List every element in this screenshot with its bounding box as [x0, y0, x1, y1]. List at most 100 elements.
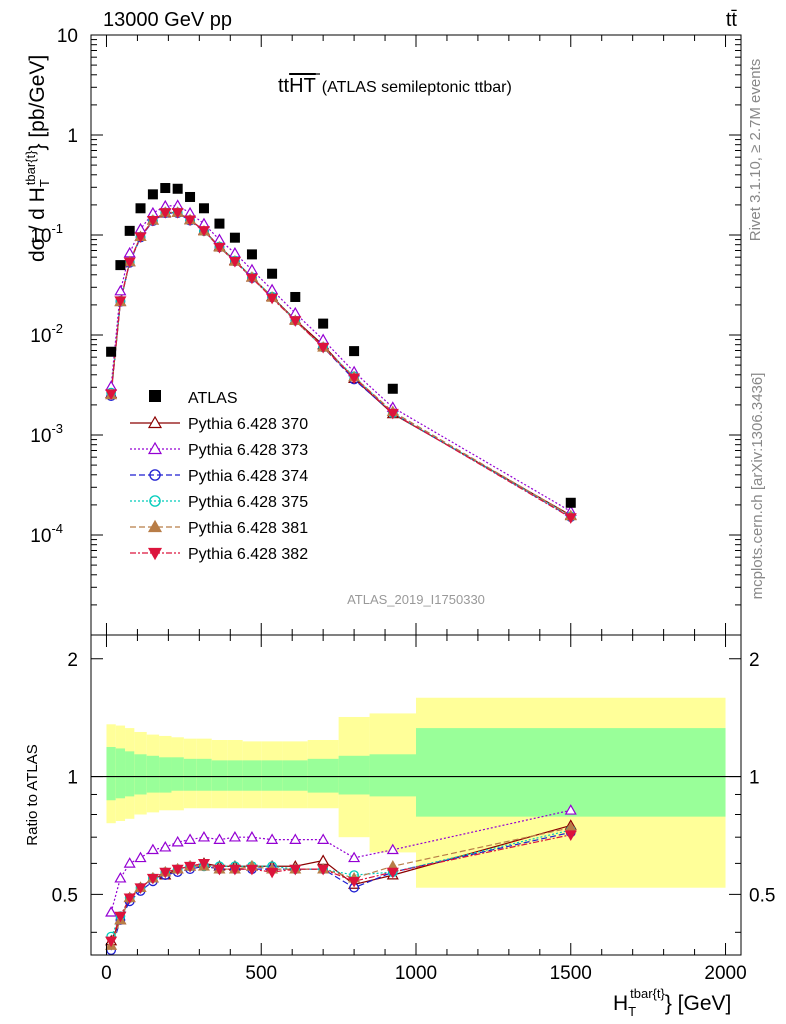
x-tick-label: 1500 [550, 963, 592, 984]
series-point-ratio [146, 873, 159, 885]
atlas-data-point [246, 249, 257, 260]
series-point-main [134, 232, 147, 243]
band-inner [125, 751, 135, 797]
band-inner [134, 754, 147, 795]
series-point-ratio [197, 859, 211, 870]
band-inner [261, 760, 283, 791]
series-point-main [245, 273, 258, 285]
band-inner [106, 747, 116, 801]
series-point-main [114, 296, 127, 307]
legend-label: Pythia 6.428 373 [188, 442, 308, 459]
series-point-main [386, 408, 399, 420]
series-point-ratio [184, 833, 197, 844]
ratio-uncertainty-bands [91, 697, 741, 888]
band-inner [369, 754, 416, 797]
series-line-main-1 [110, 204, 572, 512]
series-point-main [266, 293, 279, 305]
x-tick-label: 2000 [704, 963, 746, 984]
process-label: tt̄ [726, 9, 738, 31]
atlas-data-point [147, 189, 158, 200]
series-point-ratio [386, 867, 399, 879]
band-inner [307, 758, 339, 793]
ratio-y-axis-label: Ratio to ATLAS [24, 744, 41, 845]
band-inner [171, 757, 184, 791]
legend-label: Pythia 6.428 375 [188, 494, 308, 511]
series-point-ratio [564, 830, 577, 841]
series-point-ratio [114, 871, 127, 883]
legend-label: Pythia 6.428 370 [188, 416, 308, 433]
legend-marker [147, 519, 163, 533]
series-point-ratio [146, 843, 159, 855]
band-inner [242, 760, 262, 791]
band-inner [227, 760, 243, 791]
plot-title: ttHT (ATLAS semileptonic ttbar) [278, 75, 512, 97]
y-tick-label: 10 [57, 26, 78, 47]
atlas-data-point [214, 218, 225, 229]
y-tick-label: 10-4 [30, 521, 63, 547]
legend-label: Pythia 6.428 382 [188, 546, 308, 563]
data-markers [105, 183, 577, 956]
series-point-main [105, 389, 118, 400]
series-point-ratio [386, 843, 399, 855]
legend-marker [147, 415, 163, 429]
ratio-tick-label-right: 1 [749, 768, 760, 789]
ratio-tick-label-right: 2 [749, 650, 760, 671]
axis-ticks: 0 500 1000 1500 2000 10-4 10-3 10-2 10-1 1 10 0.5 0.… [30, 26, 775, 984]
series-point-main [114, 284, 127, 296]
series-point-ratio [105, 936, 118, 948]
band-inner [416, 728, 726, 817]
series-point-ratio [114, 911, 127, 923]
ratio-tick-label-right: 0.5 [749, 885, 775, 906]
legend-marker [149, 469, 161, 481]
mcplots-label: mcplots.cern.ch [arXiv:1306.3436] [749, 373, 766, 600]
series-point-main [159, 208, 172, 219]
y-tick-label: 10-1 [30, 221, 63, 247]
series-point-ratio [348, 851, 361, 863]
legend-label-atlas: ATLAS [188, 390, 238, 407]
series-point-ratio [134, 883, 147, 894]
atlas-data-point [172, 183, 183, 194]
band-inner [282, 760, 308, 791]
atlas-data-point [229, 232, 240, 243]
series-line-main-5 [110, 211, 572, 519]
series-point-ratio [171, 864, 184, 876]
band-inner [146, 755, 160, 793]
y-tick-label: 10-3 [30, 421, 63, 447]
legend-marker-atlas [149, 390, 161, 402]
series-point-ratio [213, 833, 226, 844]
analysis-watermark: ATLAS_2019_I1750330 [347, 592, 485, 607]
series-line-main-4 [110, 211, 572, 517]
series-point-ratio [184, 861, 197, 873]
series-point-ratio [245, 864, 258, 876]
series-point-ratio [289, 833, 302, 844]
atlas-data-point [160, 183, 171, 194]
series-line-ratio-5 [110, 834, 571, 942]
band-inner [159, 757, 172, 793]
atlas-data-point [387, 383, 398, 394]
y-tick-label: 1 [67, 126, 78, 147]
series-point-main [123, 257, 136, 269]
series-point-ratio [197, 830, 211, 842]
legend-label: Pythia 6.428 381 [188, 520, 308, 537]
energy-label: 13000 GeV pp [103, 9, 232, 31]
series-point-ratio [228, 864, 241, 876]
atlas-data-point [565, 497, 576, 508]
legend-marker [149, 495, 161, 507]
series-point-main [213, 242, 226, 254]
series-point-main [197, 226, 211, 237]
series-point-main [564, 513, 577, 524]
series-point-main [348, 373, 361, 385]
x-tick-label: 500 [245, 963, 277, 984]
x-tick-label: 1000 [395, 963, 437, 984]
legend: ATLAS Pythia 6.428 370 Pythia 6.428 373 Pyt… [130, 390, 308, 563]
series-line-ratio-1 [110, 809, 571, 913]
y-axis-label: dσ / d HTtbar{t}} [pb/GeV] [23, 55, 52, 262]
series-point-ratio [317, 864, 330, 876]
series-point-ratio [134, 851, 147, 863]
x-axis-label: HTtbar{t}} [GeV] [613, 986, 731, 1019]
series-point-ratio [245, 830, 258, 842]
band-inner [211, 760, 228, 791]
legend-marker [147, 547, 163, 561]
series-point-main [289, 316, 302, 327]
